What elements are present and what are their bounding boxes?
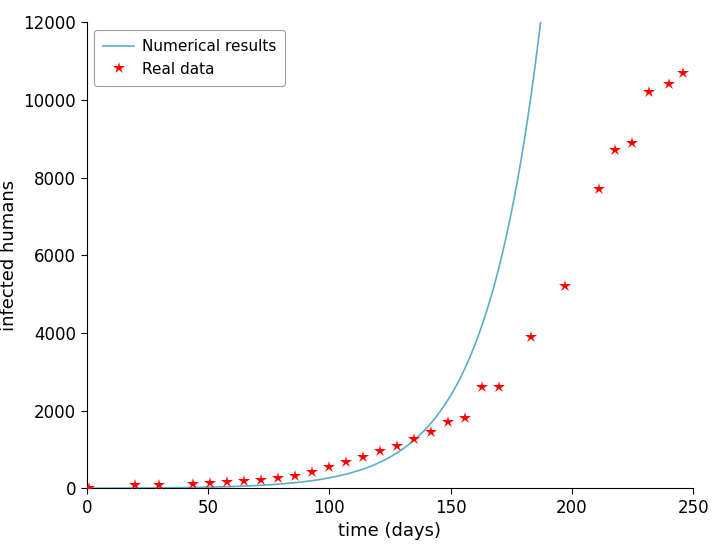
Real data xyxy=(223,478,232,485)
Real data xyxy=(325,464,334,471)
Y-axis label: infected humans: infected humans xyxy=(0,180,18,331)
Real data xyxy=(291,472,300,479)
Line: Numerical results: Numerical results xyxy=(87,0,688,488)
Real data xyxy=(427,429,435,436)
Real data xyxy=(257,477,266,483)
Real data xyxy=(461,415,469,422)
Line: Real data: Real data xyxy=(83,67,690,495)
Real data xyxy=(376,448,385,455)
X-axis label: time (days): time (days) xyxy=(339,522,441,541)
Real data xyxy=(240,477,248,484)
Legend: Numerical results, Real data: Numerical results, Real data xyxy=(95,30,285,86)
Real data xyxy=(645,89,654,95)
Numerical results xyxy=(82,485,91,492)
Real data xyxy=(628,139,637,146)
Real data xyxy=(611,147,619,154)
Real data xyxy=(155,481,164,488)
Real data xyxy=(308,468,316,475)
Real data xyxy=(478,384,487,391)
Numerical results xyxy=(359,466,367,472)
Numerical results xyxy=(375,460,383,466)
Numerical results xyxy=(113,485,122,492)
Real data xyxy=(274,475,282,482)
Real data xyxy=(410,435,419,442)
Real data xyxy=(495,384,503,391)
Real data xyxy=(594,186,603,193)
Real data xyxy=(444,419,453,426)
Real data xyxy=(342,459,351,466)
Real data xyxy=(84,485,93,492)
Real data xyxy=(679,69,688,76)
Real data xyxy=(131,482,139,488)
Real data xyxy=(526,334,535,340)
Real data xyxy=(664,81,673,88)
Real data xyxy=(560,283,569,290)
Real data xyxy=(393,442,401,449)
Real data xyxy=(206,479,214,486)
Real data xyxy=(189,481,198,487)
Real data xyxy=(359,453,367,460)
